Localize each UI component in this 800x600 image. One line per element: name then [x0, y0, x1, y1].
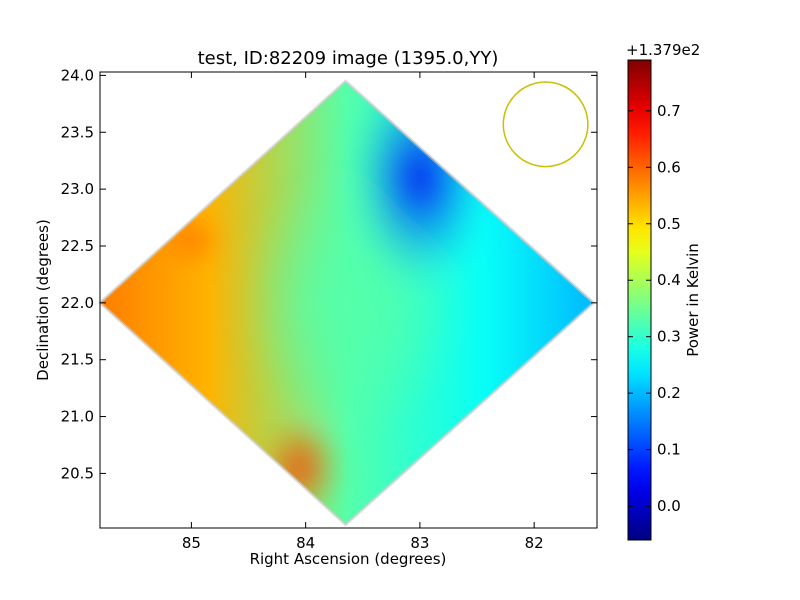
footprint-outline	[97, 79, 596, 527]
y-tick-label: 23.0	[61, 180, 94, 198]
chart-title: test, ID:82209 image (1395.0,YY)	[198, 48, 499, 69]
y-axis-label: Declination (degrees)	[34, 219, 52, 381]
x-axis: 85 84 83 82	[182, 72, 544, 552]
colorbar-offset-label: +1.379e2	[626, 41, 700, 59]
y-tick-label: 22.5	[61, 237, 94, 255]
beam-circle	[502, 81, 589, 168]
colorbar-tick-label: 0.4	[657, 271, 681, 289]
x-axis-label: Right Ascension (degrees)	[250, 550, 447, 568]
x-tick-label: 85	[182, 534, 201, 552]
heatmap-minimum	[349, 81, 490, 288]
colorbar-tick-label: 0.1	[657, 441, 681, 459]
plot-axes	[99, 71, 598, 529]
y-tick-label: 22.0	[61, 294, 94, 312]
colorbar-ticks: 0.0 0.1 0.2 0.3 0.4 0.5 0.6 0.7	[628, 102, 681, 515]
heatmap-maximum-south	[259, 412, 340, 523]
x-tick-label: 83	[410, 534, 429, 552]
y-tick-label: 20.5	[61, 464, 94, 482]
colorbar-tick-label: 0.3	[657, 328, 681, 346]
y-tick-label: 21.5	[61, 351, 94, 369]
x-tick-label: 82	[525, 534, 544, 552]
colorbar-label: Power in Kelvin	[684, 243, 702, 357]
colorbar	[627, 59, 652, 541]
y-tick-label: 23.5	[61, 123, 94, 141]
y-tick-label: 21.0	[61, 408, 94, 426]
x-tick-label: 84	[296, 534, 315, 552]
colorbar-tick-label: 0.6	[657, 158, 681, 176]
colorbar-tick-label: 0.7	[657, 102, 681, 120]
colorbar-tick-label: 0.0	[657, 497, 681, 515]
y-tick-label: 24.0	[61, 66, 94, 84]
colorbar-tick-label: 0.5	[657, 215, 681, 233]
heatmap-image	[100, 81, 594, 525]
y-axis: 20.5 21.0 21.5 22.0 22.5 23.0 23.5 24.0	[61, 66, 597, 482]
colorbar-tick-label: 0.2	[657, 384, 681, 402]
